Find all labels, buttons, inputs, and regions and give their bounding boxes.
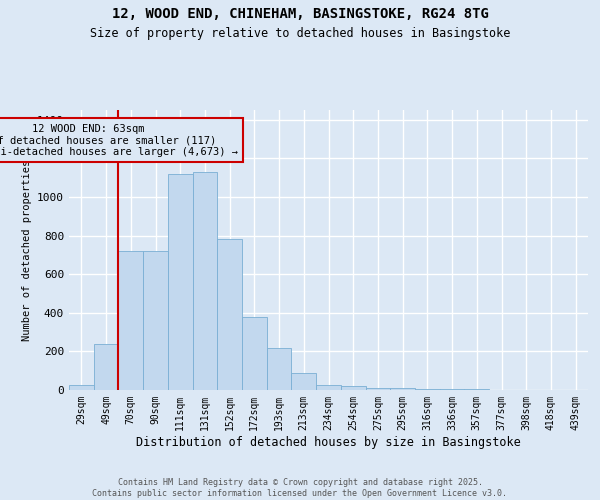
Bar <box>390 388 415 390</box>
Bar <box>415 389 440 390</box>
Bar <box>94 344 118 390</box>
Bar <box>69 384 94 390</box>
Text: 12 WOOD END: 63sqm
← 2% of detached houses are smaller (117)
97% of semi-detache: 12 WOOD END: 63sqm ← 2% of detached hous… <box>0 124 238 156</box>
Text: 12, WOOD END, CHINEHAM, BASINGSTOKE, RG24 8TG: 12, WOOD END, CHINEHAM, BASINGSTOKE, RG2… <box>112 8 488 22</box>
Bar <box>168 174 193 390</box>
Bar <box>365 388 390 390</box>
Bar <box>341 386 365 390</box>
Bar <box>193 172 217 390</box>
Bar <box>143 251 168 390</box>
Text: Size of property relative to detached houses in Basingstoke: Size of property relative to detached ho… <box>90 28 510 40</box>
X-axis label: Distribution of detached houses by size in Basingstoke: Distribution of detached houses by size … <box>136 436 521 448</box>
Bar <box>440 389 464 390</box>
Bar <box>316 385 341 390</box>
Y-axis label: Number of detached properties: Number of detached properties <box>22 160 32 340</box>
Text: Contains HM Land Registry data © Crown copyright and database right 2025.
Contai: Contains HM Land Registry data © Crown c… <box>92 478 508 498</box>
Bar <box>292 372 316 390</box>
Bar <box>267 348 292 390</box>
Bar <box>118 251 143 390</box>
Bar <box>217 240 242 390</box>
Bar <box>242 316 267 390</box>
